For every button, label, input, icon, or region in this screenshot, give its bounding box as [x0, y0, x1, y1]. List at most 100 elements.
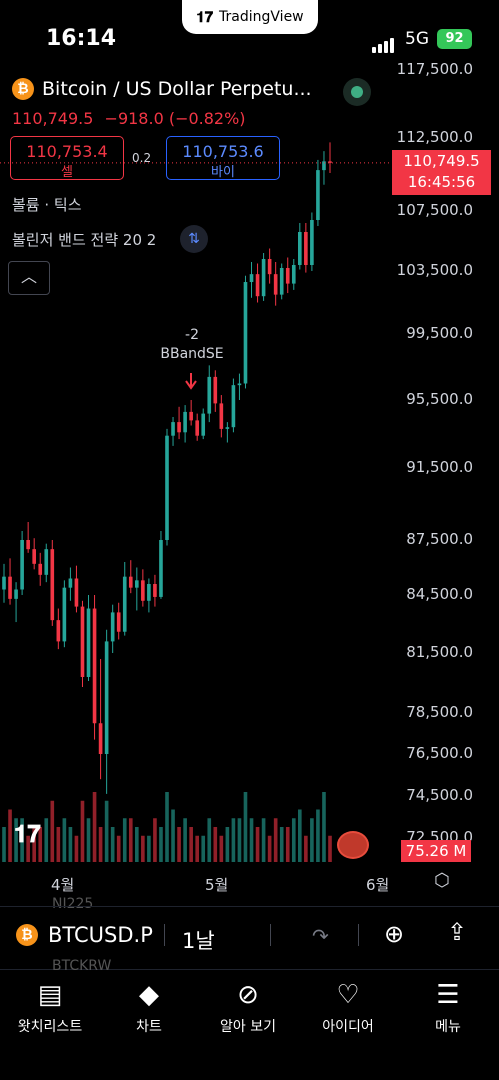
price-tick: 112,500.0	[396, 128, 473, 146]
volume-bar	[189, 827, 193, 862]
nav-label: 아이디어	[322, 1019, 374, 1035]
candle-body	[195, 420, 199, 436]
price-summary: 110,749.5 −918.0 (−0.82%)	[12, 109, 246, 128]
volume-bar	[122, 818, 127, 862]
tradingview-watermark-icon: 𝟏𝟕	[14, 820, 41, 848]
price-tick: 117,500.0	[396, 60, 473, 78]
volume-bar	[20, 818, 24, 862]
network-label: 5G	[405, 29, 429, 49]
buy-label: 바이	[211, 165, 235, 180]
add-idea-icon[interactable]: ⊕	[384, 920, 405, 948]
bar-countdown: 16:45:56	[407, 173, 476, 191]
price-tick: 81,500.0	[406, 643, 473, 661]
price-tick: 99,500.0	[406, 324, 473, 342]
symbol-title: Bitcoin / US Dollar Perpetu...	[42, 78, 312, 100]
candle-body	[147, 584, 151, 601]
strategy-indicator-label[interactable]: 볼린저 밴드 전략 20 2	[12, 231, 157, 249]
sell-label: 셀	[61, 165, 73, 180]
buy-button[interactable]: 110,753.6 바이	[166, 136, 280, 180]
sell-button[interactable]: 110,753.4 셀	[10, 136, 124, 180]
volume-bar	[44, 818, 49, 862]
chart-icon: ◆	[139, 980, 159, 1010]
candle-body	[135, 580, 139, 588]
candle-body	[322, 161, 326, 171]
nav-label: 차트	[136, 1019, 162, 1035]
toolbar-divider	[270, 924, 271, 946]
volume-bar	[104, 800, 109, 862]
candle-body	[255, 274, 260, 297]
volume-bar	[171, 809, 175, 862]
share-icon[interactable]: ⇪	[447, 918, 468, 946]
nav-menu[interactable]: ☰ 메뉴	[398, 978, 498, 1036]
signal-qty: -2	[185, 327, 199, 343]
volume-bar	[237, 818, 242, 862]
candle-body	[310, 220, 314, 265]
volume-bar	[14, 818, 18, 862]
candle-body	[159, 540, 163, 597]
signal-icon	[372, 34, 396, 53]
volume-bar	[56, 827, 61, 862]
chart-settings-icon[interactable]: ⬡	[434, 870, 450, 891]
volume-bar	[128, 818, 133, 862]
candle-body	[183, 411, 187, 433]
nav-chart[interactable]: ◆ 차트	[99, 978, 199, 1036]
candle-body	[26, 540, 30, 550]
nav-label: 메뉴	[435, 1019, 461, 1035]
candle-body	[2, 576, 6, 590]
candle-body	[165, 435, 169, 540]
candle-body	[32, 549, 36, 564]
strategy-orders-icon[interactable]: ⇅	[180, 225, 208, 253]
volume-bar	[207, 818, 212, 862]
candle-body	[213, 376, 218, 404]
volume-bar	[328, 835, 332, 862]
current-price: 110,749.5	[403, 152, 480, 170]
sell-price: 110,753.4	[26, 142, 108, 161]
candle-body	[122, 576, 127, 632]
nav-explore[interactable]: ⊘ 알아 보기	[198, 978, 298, 1036]
interval-selector[interactable]: 1날	[182, 929, 215, 953]
spread-value: 0.2	[132, 151, 152, 165]
candle-body	[201, 413, 206, 436]
undo-icon[interactable]: ↷	[312, 924, 329, 948]
tradingview-logo-icon: 𝟏𝟕	[196, 8, 214, 26]
current-price-tag: 110,749.5 16:45:56	[392, 150, 491, 195]
price-tick: 74,500.0	[406, 786, 473, 804]
collapse-legend-button[interactable]: ︿	[8, 261, 50, 295]
candle-body	[171, 422, 175, 436]
nav-ideas[interactable]: ♡ 아이디어	[298, 978, 398, 1036]
symbol-name: BTCUSD.P	[48, 923, 153, 947]
banner-label: TradingView	[219, 9, 304, 25]
volume-bar	[225, 827, 230, 862]
price-tick: 78,500.0	[406, 703, 473, 721]
symbol-selector[interactable]: ₿ BTCUSD.P	[16, 923, 153, 947]
price-tick: 87,500.0	[406, 530, 473, 548]
volume-bar	[92, 792, 97, 862]
price-change: −918.0 (−0.82%)	[104, 109, 246, 128]
candle-body	[141, 580, 145, 601]
nav-watchlist[interactable]: ▤ 왓치리스트	[0, 978, 100, 1036]
candle-body	[153, 584, 157, 597]
volume-bar	[273, 818, 278, 862]
candle-body	[20, 540, 24, 590]
candle-body	[110, 612, 115, 642]
nav-label: 알아 보기	[220, 1019, 276, 1035]
candle-body	[50, 549, 55, 621]
volume-bar	[86, 818, 91, 862]
volume-bar	[183, 818, 187, 862]
price-chart[interactable]	[0, 60, 499, 870]
volume-bar	[62, 818, 67, 862]
candle-body	[56, 620, 61, 642]
explore-icon: ⊘	[237, 980, 259, 1010]
candle-body	[267, 259, 272, 275]
symbol-header[interactable]: ₿ Bitcoin / US Dollar Perpetu...	[12, 78, 312, 100]
market-status-icon[interactable]	[343, 78, 371, 106]
buy-price: 110,753.6	[182, 142, 264, 161]
ghost-symbol-label: NI225	[52, 896, 94, 912]
bitcoin-icon: ₿	[12, 78, 34, 100]
volume-indicator-label[interactable]: 볼륨 · 틱스	[12, 196, 82, 214]
candle-body	[285, 268, 290, 284]
us-flag-icon[interactable]	[337, 831, 369, 859]
tradingview-banner[interactable]: 𝟏𝟕 TradingView	[182, 0, 318, 34]
candle-body	[291, 265, 296, 284]
candle-body	[86, 608, 91, 677]
